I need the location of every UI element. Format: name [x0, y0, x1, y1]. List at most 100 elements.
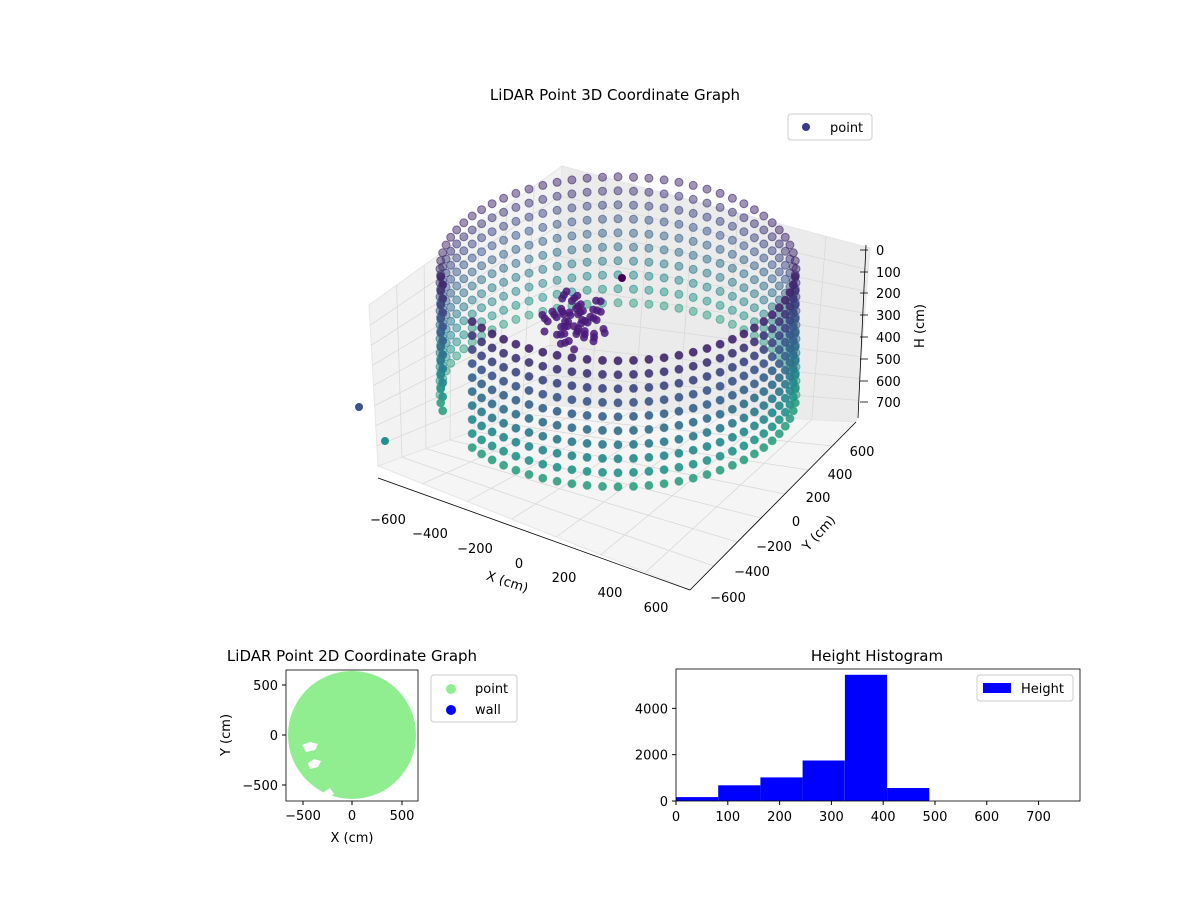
point-3d — [499, 193, 509, 203]
point-3d — [487, 241, 497, 251]
point-3d — [441, 254, 451, 264]
point-3d — [589, 337, 598, 346]
point-3d — [567, 259, 577, 269]
point-3d — [499, 277, 509, 287]
point-3d — [674, 247, 684, 257]
point-3d — [715, 244, 725, 254]
point-3d — [459, 316, 469, 326]
point-3d — [487, 371, 497, 381]
point-3d — [446, 260, 456, 270]
point-3d — [774, 239, 784, 249]
point-3d — [739, 199, 749, 209]
point-3d — [582, 438, 592, 448]
point-3d — [659, 381, 669, 391]
point-3d — [785, 372, 795, 382]
point-3d — [759, 253, 769, 263]
point-3d — [467, 429, 477, 439]
point-3d — [613, 356, 623, 366]
chart-2d-y-ticks: 500 0 −500 — [242, 679, 286, 794]
point-3d — [452, 351, 462, 361]
point-3d — [524, 372, 534, 381]
point-3d — [467, 331, 477, 341]
point-3d — [499, 221, 509, 231]
point-3d — [767, 310, 777, 320]
point-3d — [538, 311, 547, 319]
point-3d — [477, 449, 487, 459]
point-3d — [688, 264, 698, 274]
point-3d — [715, 202, 725, 212]
point-3d — [511, 451, 521, 461]
point-3d — [774, 331, 784, 341]
point-3d — [644, 257, 654, 267]
point-3d — [567, 175, 577, 185]
point-3d — [785, 240, 795, 250]
point-3d — [446, 302, 456, 312]
point-3d — [702, 386, 712, 395]
point-3d — [452, 295, 462, 305]
histogram-x-ticks: 0 100 200 300 400 500 600 700 — [672, 801, 1051, 825]
point-3d — [538, 445, 548, 455]
point-3d — [629, 467, 638, 477]
point-3d — [727, 235, 737, 245]
point-3d — [598, 369, 607, 379]
point-3d — [487, 399, 497, 409]
point-3d — [739, 311, 749, 321]
point-3d — [582, 382, 592, 392]
point-3d — [582, 271, 592, 281]
point-3d — [477, 289, 487, 299]
point-3d — [487, 269, 497, 279]
point-3d — [511, 339, 521, 349]
point-3d — [739, 357, 749, 367]
point-3d — [467, 317, 477, 327]
point-3d — [438, 406, 448, 416]
point-3d — [749, 351, 759, 361]
chart-2d-legend: point wall — [430, 674, 518, 723]
point-3d — [576, 300, 585, 309]
point-3d — [552, 392, 562, 402]
point-3d — [727, 390, 737, 400]
point-3d — [582, 354, 592, 364]
point-3d — [452, 239, 462, 249]
point-3d — [659, 203, 669, 213]
point-3d — [436, 328, 446, 338]
point-3d — [644, 480, 654, 490]
point-3d — [715, 409, 725, 419]
point-3d — [524, 212, 534, 222]
point-3d — [749, 205, 759, 215]
point-3d — [674, 233, 684, 243]
chart-3d-title: LiDAR Point 3D Coordinate Graph — [490, 86, 740, 104]
point-3d — [759, 429, 769, 439]
point-3d — [552, 448, 562, 458]
point-3d — [688, 445, 698, 455]
point-3d — [598, 481, 607, 491]
point-3d — [759, 225, 769, 235]
point-3d — [715, 216, 725, 226]
point-3d — [582, 452, 592, 462]
point-3d — [538, 417, 548, 427]
y-tick-label: −500 — [242, 779, 278, 794]
point-3d — [511, 465, 521, 475]
x-tick-label: −500 — [285, 809, 321, 824]
point-3d — [598, 172, 607, 182]
point-3d — [567, 189, 577, 199]
point-3d — [452, 225, 462, 235]
point-3d — [688, 417, 698, 427]
point-3d — [629, 200, 638, 210]
point-3d — [524, 254, 534, 264]
point-3d — [446, 358, 456, 368]
point-3d — [644, 271, 654, 281]
point-3d — [774, 415, 784, 425]
point-3d — [511, 367, 521, 377]
point-3d — [552, 233, 562, 243]
point-3d — [459, 288, 469, 298]
point-3d — [759, 331, 769, 341]
point-3d — [759, 345, 769, 355]
point-3d — [659, 479, 669, 489]
point-3d — [524, 442, 534, 451]
point-3d — [688, 389, 698, 399]
point-3d — [749, 379, 759, 389]
point-3d — [727, 291, 737, 301]
point-3d — [785, 316, 795, 326]
point-3d — [767, 436, 777, 446]
